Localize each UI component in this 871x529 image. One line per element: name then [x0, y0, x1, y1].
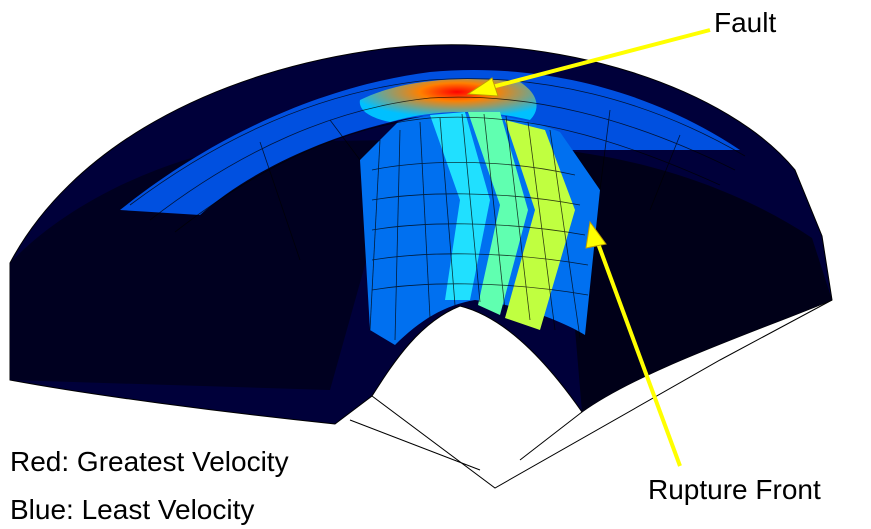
- fault-arrow-icon: [466, 28, 711, 97]
- mesh-right-face: [560, 150, 832, 412]
- mesh-inner-stripe-green: [468, 112, 528, 315]
- mesh-top-band: [120, 70, 740, 216]
- legend-blue-entry: Blue: Least Velocity: [10, 494, 255, 525]
- mesh-inner-stripe-yellow: [505, 120, 575, 330]
- mesh-left-face: [10, 140, 400, 390]
- legend-red-entry: Red: Greatest Velocity: [10, 446, 289, 477]
- rupture-front-arrow-icon: [585, 220, 682, 467]
- mesh-base-outline: [349, 299, 833, 489]
- rupture-front-label: Rupture Front: [648, 474, 821, 505]
- fault-label: Fault: [714, 7, 777, 38]
- mesh-grid-lines: [129, 78, 746, 341]
